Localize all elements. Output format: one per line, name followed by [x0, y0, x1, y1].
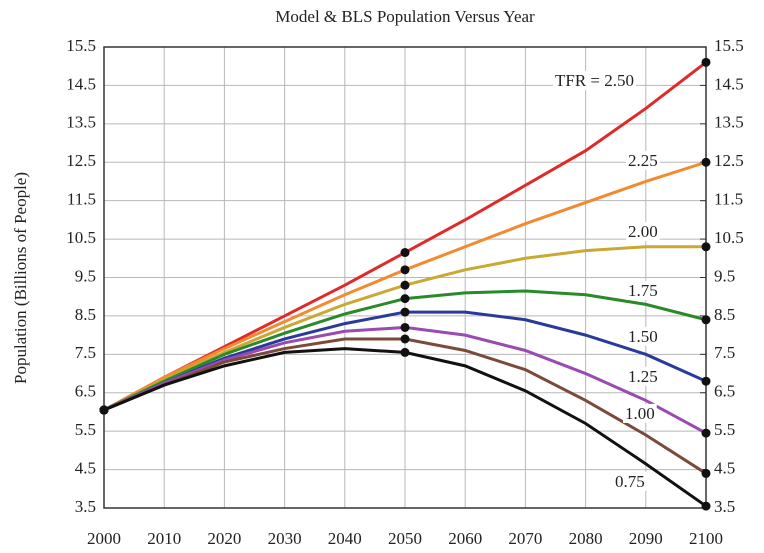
- data-point: [701, 242, 711, 252]
- y2-tick-label: 6.5: [714, 382, 735, 401]
- y-tick-label: 12.5: [66, 151, 96, 170]
- data-point: [701, 468, 711, 478]
- data-point: [701, 428, 711, 438]
- y-tick-label: 3.5: [75, 497, 96, 516]
- y2-tick-label: 7.5: [714, 343, 735, 362]
- data-point: [400, 322, 410, 332]
- series-label: 1.50: [628, 327, 658, 346]
- y2-tick-label: 14.5: [714, 74, 744, 93]
- series-label: 2.00: [628, 222, 658, 241]
- data-point: [701, 315, 711, 325]
- y-tick-label: 6.5: [75, 382, 96, 401]
- x-tick-label: 2020: [207, 529, 241, 548]
- data-point: [400, 294, 410, 304]
- series-label-bg: [553, 70, 637, 90]
- y-tick-label: 4.5: [75, 458, 96, 477]
- y-tick-label: 15.5: [66, 36, 96, 55]
- y-tick-label: 9.5: [75, 266, 96, 285]
- data-point: [400, 347, 410, 357]
- x-tick-label: 2080: [569, 529, 603, 548]
- data-point: [701, 376, 711, 386]
- x-tick-label: 2100: [689, 529, 723, 548]
- y2-tick-label: 12.5: [714, 151, 744, 170]
- series-label: 1.00: [625, 404, 655, 423]
- data-point: [400, 280, 410, 290]
- x-tick-label: 2000: [87, 529, 121, 548]
- series-label-bg: [613, 471, 647, 491]
- data-point: [400, 334, 410, 344]
- chart-title: Model & BLS Population Versus Year: [275, 7, 535, 26]
- series-label: 2.25: [628, 151, 658, 170]
- data-point: [701, 157, 711, 167]
- series-label: 0.75: [615, 472, 645, 491]
- data-point: [400, 265, 410, 275]
- y2-tick-label: 5.5: [714, 420, 735, 439]
- x-tick-label: 2040: [328, 529, 362, 548]
- series-label-bg: [626, 326, 660, 346]
- y-axis-label: Population (Billions of People): [11, 172, 30, 384]
- y-tick-label: 7.5: [75, 343, 96, 362]
- y-tick-label: 10.5: [66, 228, 96, 247]
- data-point: [701, 501, 711, 511]
- y2-tick-label: 4.5: [714, 458, 735, 477]
- x-tick-label: 2050: [388, 529, 422, 548]
- data-point: [400, 307, 410, 317]
- y2-tick-label: 9.5: [714, 266, 735, 285]
- y2-tick-label: 13.5: [714, 113, 744, 132]
- x-tick-label: 2090: [629, 529, 663, 548]
- y-tick-label: 13.5: [66, 113, 96, 132]
- y-tick-label: 5.5: [75, 420, 96, 439]
- series-label: 1.25: [628, 367, 658, 386]
- data-point: [99, 405, 109, 415]
- y2-tick-label: 15.5: [714, 36, 744, 55]
- x-tick-label: 2070: [508, 529, 542, 548]
- series-label-bg: [623, 403, 657, 423]
- data-point: [701, 57, 711, 67]
- series-label: 1.75: [628, 281, 658, 300]
- y-tick-label: 11.5: [67, 190, 96, 209]
- series-label-bg: [626, 150, 660, 170]
- series-label-bg: [626, 221, 660, 241]
- series-label-bg: [626, 366, 660, 386]
- series-label-bg: [626, 280, 660, 300]
- x-tick-label: 2030: [268, 529, 302, 548]
- y2-tick-label: 10.5: [714, 228, 744, 247]
- y-tick-label: 8.5: [75, 305, 96, 324]
- plot-frame: [103, 46, 707, 509]
- y2-tick-label: 11.5: [714, 190, 743, 209]
- y2-tick-label: 3.5: [714, 497, 735, 516]
- y-tick-label: 14.5: [66, 74, 96, 93]
- y2-tick-label: 8.5: [714, 305, 735, 324]
- series-label: TFR = 2.50: [555, 71, 634, 90]
- x-tick-label: 2010: [147, 529, 181, 548]
- x-tick-label: 2060: [448, 529, 482, 548]
- data-point: [400, 248, 410, 258]
